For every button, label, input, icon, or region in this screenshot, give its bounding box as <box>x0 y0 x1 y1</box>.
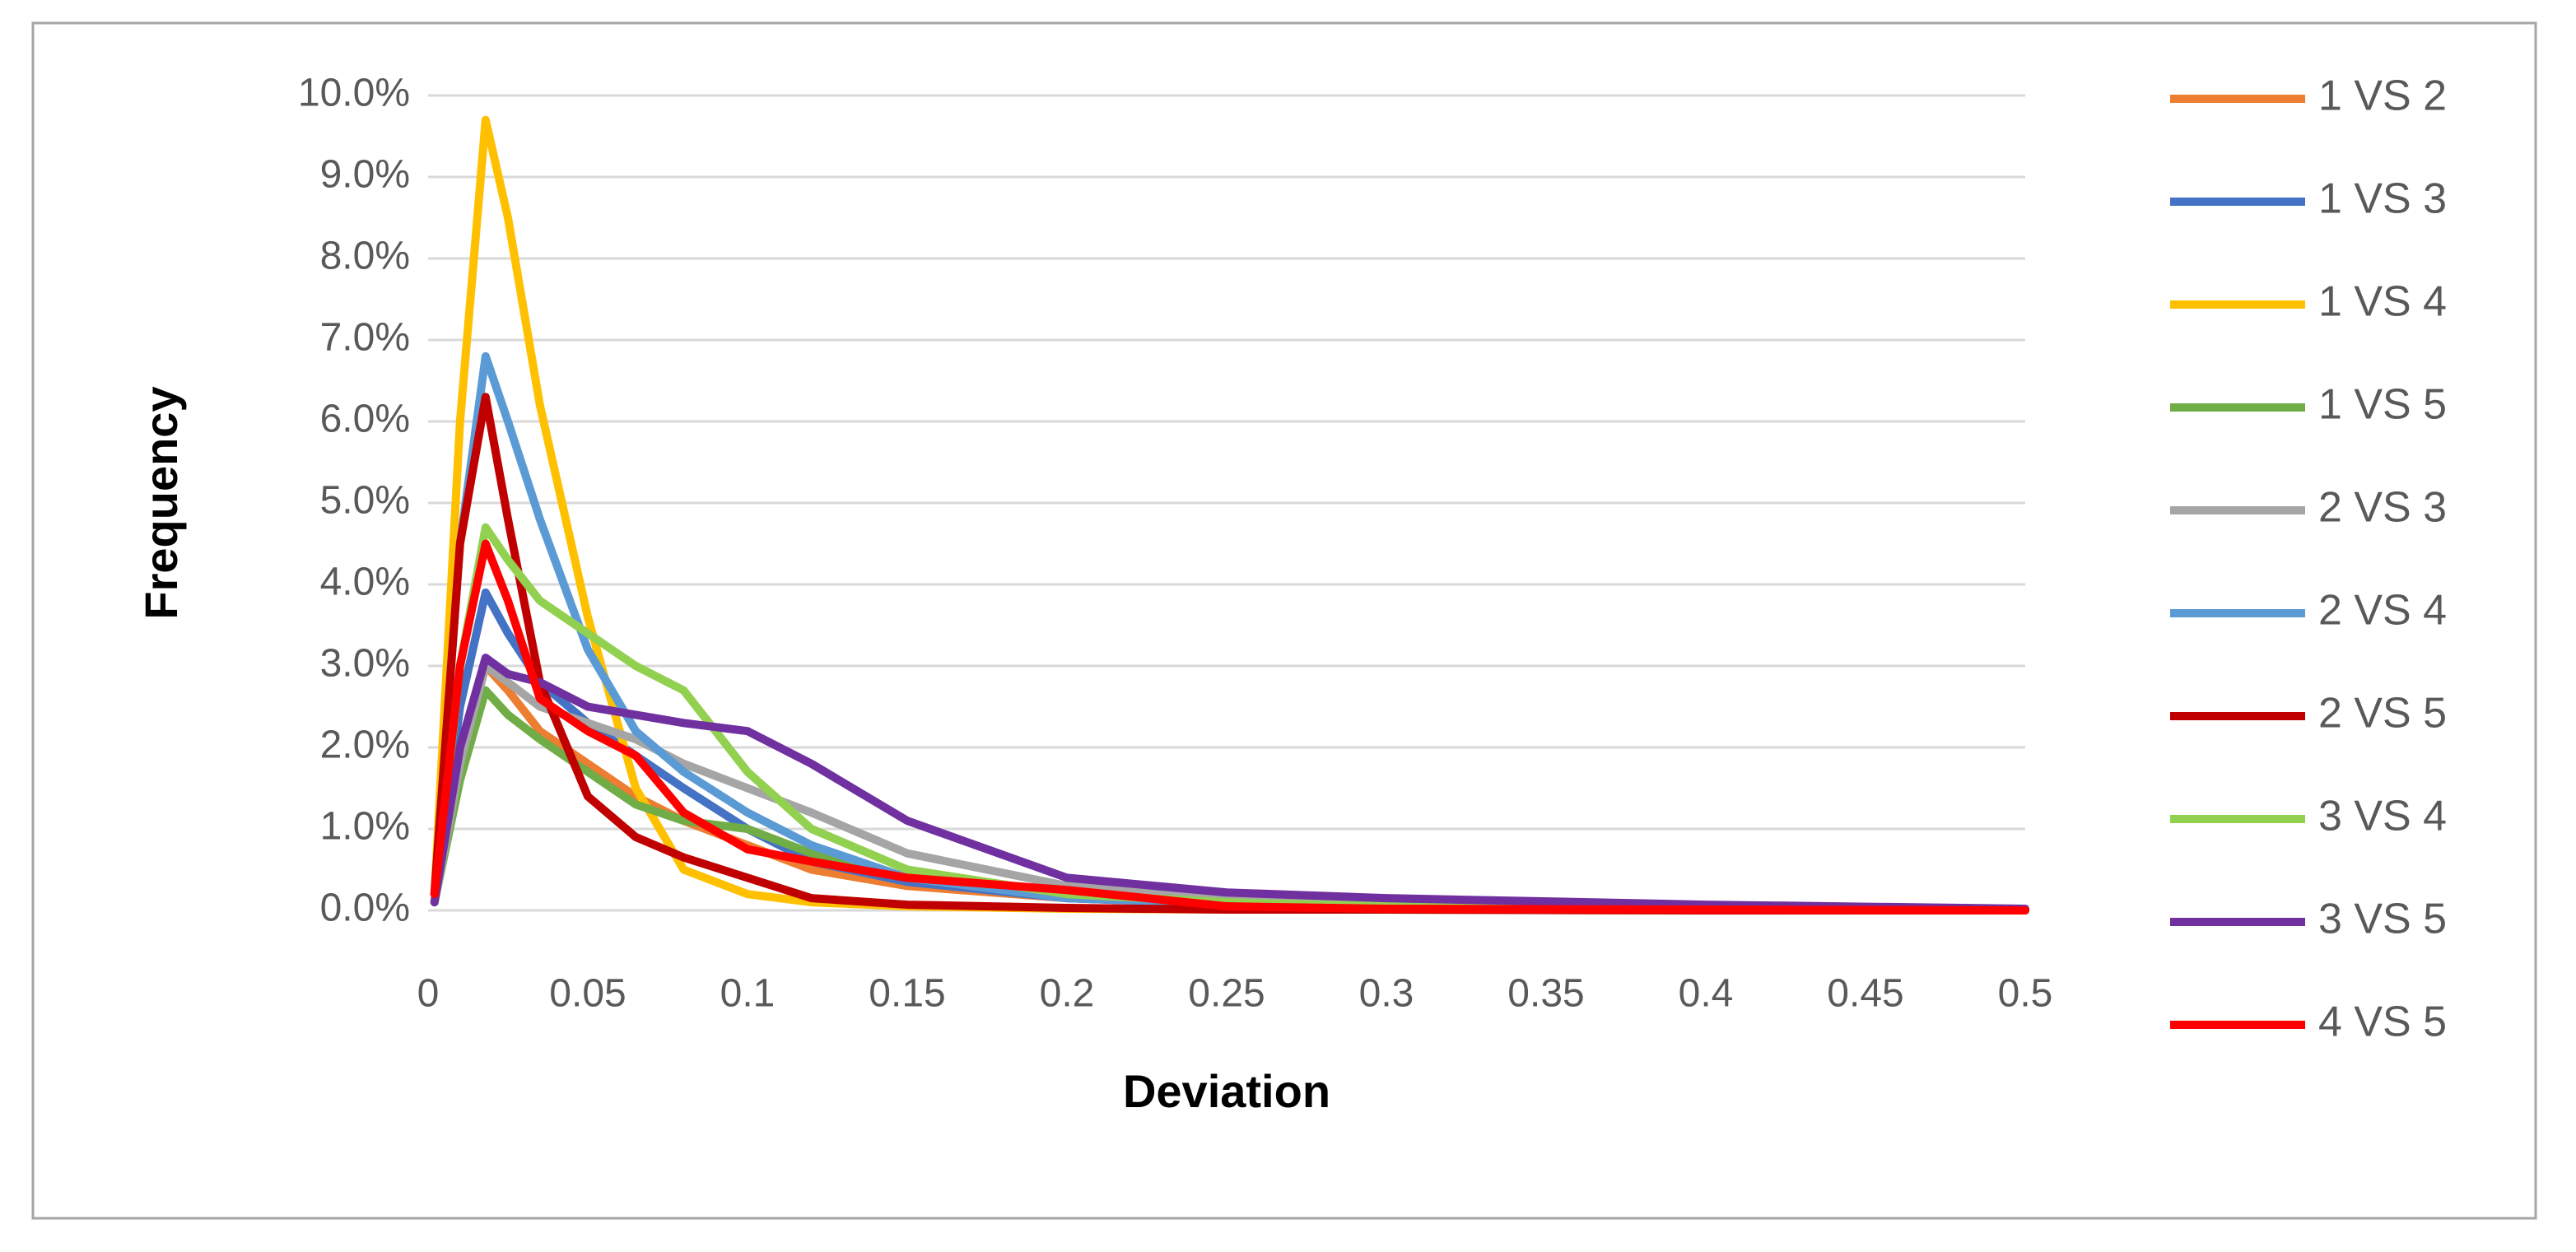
y-tick-label: 2.0% <box>320 724 410 767</box>
y-tick-label: 0.0% <box>320 887 410 930</box>
x-tick-label: 0.15 <box>869 972 945 1016</box>
legend-label: 1 VS 5 <box>2318 381 2447 429</box>
x-tick-label: 0.45 <box>1827 972 1903 1016</box>
legend-label: 1 VS 3 <box>2318 175 2447 223</box>
x-tick-label: 0.05 <box>549 972 626 1016</box>
x-tick-label: 0.25 <box>1188 972 1265 1016</box>
y-tick-label: 6.0% <box>320 398 410 441</box>
x-tick-label: 0.4 <box>1679 972 1734 1016</box>
y-tick-label: 5.0% <box>320 479 410 523</box>
y-tick-label: 3.0% <box>320 642 410 686</box>
x-tick-label: 0.5 <box>1998 972 2053 1016</box>
x-tick-label: 0.35 <box>1507 972 1584 1016</box>
y-tick-label: 8.0% <box>320 235 410 278</box>
y-tick-label: 7.0% <box>320 316 410 360</box>
x-tick-label: 0.2 <box>1040 972 1095 1016</box>
legend-label: 4 VS 5 <box>2318 998 2447 1046</box>
legend-label: 1 VS 4 <box>2318 278 2447 326</box>
legend-label: 3 VS 5 <box>2318 896 2447 943</box>
y-tick-label: 9.0% <box>320 153 410 197</box>
legend-label: 2 VS 4 <box>2318 587 2447 635</box>
x-tick-label: 0 <box>417 972 440 1016</box>
legend-label: 2 VS 5 <box>2318 690 2447 738</box>
y-axis-title: Frequency <box>135 386 187 619</box>
series-line <box>430 654 2029 914</box>
y-tick-label: 4.0% <box>320 561 410 604</box>
x-tick-label: 0.1 <box>720 972 776 1016</box>
legend-label: 2 VS 3 <box>2318 484 2447 532</box>
series-line <box>430 539 2029 915</box>
chart-border <box>31 21 2537 1220</box>
y-tick-label: 10.0% <box>298 72 410 115</box>
x-tick-label: 0.3 <box>1359 972 1414 1016</box>
legend-label: 3 VS 4 <box>2318 793 2447 840</box>
x-axis-title: Deviation <box>1123 1065 1330 1117</box>
y-tick-label: 1.0% <box>320 805 410 849</box>
legend-label: 1 VS 2 <box>2318 72 2447 120</box>
